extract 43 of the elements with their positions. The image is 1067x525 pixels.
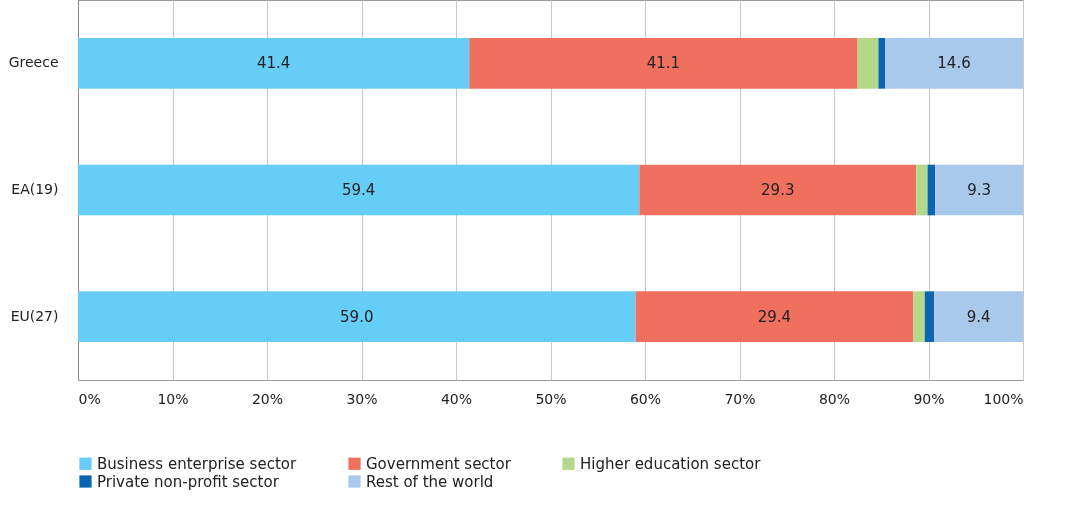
x-tick-label: 80% [818,390,851,407]
bar [927,164,936,216]
data-label: 9.4 [966,307,991,326]
x-tick-label: 50% [535,390,567,407]
data-label: 29.4 [757,307,792,326]
y-tick-label: Greece [8,54,59,71]
x-tick-label: 40% [440,390,473,407]
legend-label: Government sector [366,454,512,473]
bar [885,38,1023,89]
bar [78,291,636,342]
data-label: 29.3 [761,181,795,199]
x-tick-label: 30% [346,390,378,407]
bar [639,164,917,216]
bar [635,291,914,342]
x-tick-label: 0% [78,390,101,407]
data-label: 9.3 [967,181,991,199]
data-label: 14.6 [937,54,971,73]
x-tick-label: 100% [983,390,1024,407]
legend-label: Business enterprise sector [97,454,297,473]
bar [935,164,1023,216]
y-tick-label: EU(27) [10,307,59,324]
x-tick-label: 60% [629,390,662,407]
bar [857,38,879,89]
bar [78,38,470,89]
data-label: 59.4 [341,181,376,199]
bar [913,291,925,342]
data-label: 41.4 [256,54,291,73]
legend-label: Private non-profit sector [97,472,280,491]
bar [916,164,928,216]
bar [469,38,858,89]
x-tick-label: 70% [724,390,756,407]
legend-label: Rest of the world [366,472,494,491]
bar [924,291,935,342]
x-tick-label: 90% [913,390,945,407]
x-tick-label: 10% [157,390,189,407]
data-label: 41.1 [646,54,681,73]
data-label: 59.0 [340,307,374,326]
x-tick-label: 20% [251,390,284,407]
legend-label: Higher education sector [580,454,762,473]
bar [78,164,640,216]
y-tick-label: EA(19) [11,181,59,197]
bar [934,291,1023,342]
bar [878,38,886,89]
